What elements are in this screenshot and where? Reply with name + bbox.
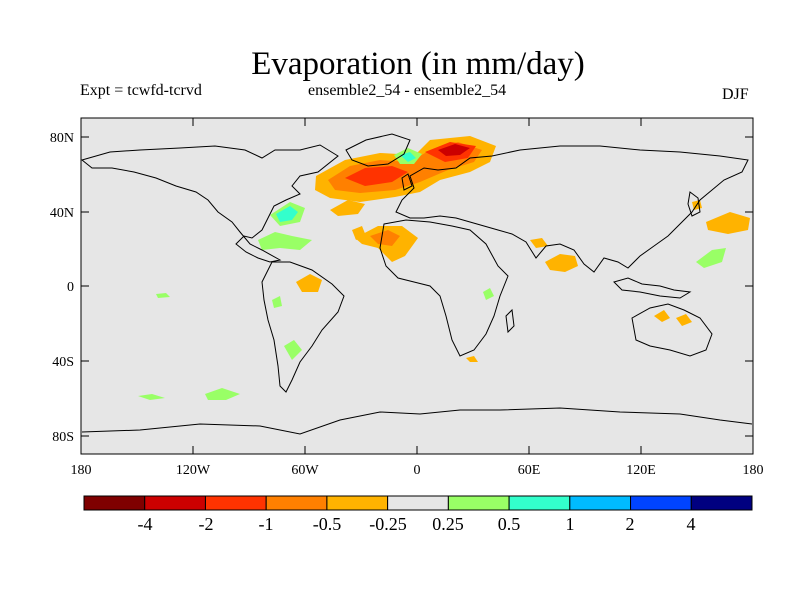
colorbar-label: 2 xyxy=(626,514,635,534)
coastlines xyxy=(80,133,753,435)
coastline-antarctica xyxy=(81,407,753,435)
colorbar-label: 0.25 xyxy=(432,514,464,534)
x-tick-label: 180 xyxy=(743,463,764,478)
patch-indian-ocean-orange xyxy=(545,254,578,272)
colorbar-box xyxy=(630,495,692,511)
patch-east-africa-green xyxy=(483,288,494,300)
patch-caribbean-green xyxy=(258,232,312,250)
patch-us-east-coast-teal xyxy=(276,206,298,222)
ensemble-label: ensemble2_54 - ensemble2_54 xyxy=(308,82,507,99)
coastline-greenland xyxy=(345,133,411,167)
patch-australia-orange xyxy=(654,310,670,322)
patch-pacific-green-small xyxy=(156,293,170,298)
x-tick-label: 0 xyxy=(414,463,421,478)
colorbar-box xyxy=(447,495,510,511)
coastline-south-america xyxy=(261,261,345,393)
map-title: Evaporation (in mm/day) xyxy=(251,46,585,82)
patch-west-pacific-green xyxy=(696,248,726,268)
colorbar-box xyxy=(204,495,267,511)
y-tick-label: 80S xyxy=(52,430,74,445)
patch-north-atlantic-red xyxy=(345,166,408,186)
colorbar-box xyxy=(83,495,146,511)
colorbar-box xyxy=(508,495,571,511)
patch-west-pacific-orange xyxy=(706,212,750,234)
colorbar-label: 1 xyxy=(566,514,575,534)
colorbar-box xyxy=(569,495,632,511)
patch-scandinavia-darkred xyxy=(438,144,470,156)
coastline-australia xyxy=(631,303,713,357)
patch-amazon-orange xyxy=(296,274,322,292)
patch-india-orange xyxy=(530,238,548,248)
x-tick-label: 60E xyxy=(518,463,541,478)
season-label: DJF xyxy=(722,86,749,103)
coastline-madagascar xyxy=(505,308,515,334)
patch-south-africa-orange xyxy=(466,356,478,362)
y-tick-label: 40S xyxy=(52,355,74,370)
colorbar-box xyxy=(690,495,753,511)
x-tick-label: 180 xyxy=(71,463,92,478)
patch-australia-orange-2 xyxy=(676,314,692,326)
colorbar-box xyxy=(326,495,389,511)
coastline-japan xyxy=(687,191,701,217)
colorbar xyxy=(83,495,753,511)
axis-ticks xyxy=(81,118,753,454)
colorbar-label: -0.25 xyxy=(369,514,407,534)
patch-caribbean-orange xyxy=(352,226,366,240)
x-tick-label: 120W xyxy=(176,463,211,478)
colorbar-label: 4 xyxy=(687,514,696,534)
coastline-north-america xyxy=(80,144,339,263)
patch-subtropical-atlantic-darkorange xyxy=(370,230,400,246)
coastline-uk xyxy=(401,173,413,191)
coastline-europe-asia xyxy=(395,145,749,273)
experiment-label: Expt = tcwfd-tcrvd xyxy=(80,82,202,99)
patch-south-pacific-green xyxy=(138,394,165,400)
patch-southern-ocean-green xyxy=(205,388,240,400)
patch-brazil-green-small xyxy=(272,296,282,308)
y-tick-label: 40N xyxy=(50,206,74,221)
colorbar-label: -2 xyxy=(199,514,214,534)
coastline-africa xyxy=(379,219,509,357)
colorbar-label: 0.5 xyxy=(498,514,521,534)
colorbar-label: -4 xyxy=(138,514,153,534)
colorbar-box xyxy=(387,495,449,511)
colorbar-box xyxy=(144,495,206,511)
colorbar-box xyxy=(265,495,328,511)
x-tick-label: 60W xyxy=(291,463,319,478)
colorbar-label: -0.5 xyxy=(313,514,342,534)
y-tick-label: 0 xyxy=(67,280,74,295)
y-tick-label: 80N xyxy=(50,131,74,146)
patch-atlantic-small xyxy=(330,200,365,216)
anomaly-patches xyxy=(138,136,750,400)
x-tick-label: 120E xyxy=(626,463,656,478)
colorbar-label: -1 xyxy=(259,514,274,534)
patch-south-america-green xyxy=(284,340,302,360)
coastline-indonesia xyxy=(613,277,692,299)
